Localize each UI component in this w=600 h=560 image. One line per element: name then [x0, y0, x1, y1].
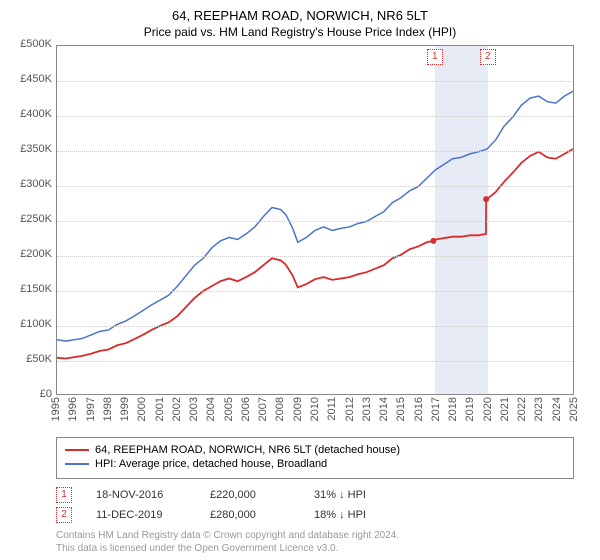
footnote-line: Contains HM Land Registry data © Crown c…: [56, 529, 588, 542]
grid-line: [57, 221, 573, 222]
y-axis-label: £450K: [12, 73, 52, 85]
series-property: [57, 149, 573, 358]
grid-line: [57, 361, 573, 362]
sale-date: 18-NOV-2016: [96, 489, 186, 501]
x-axis-label: 2011: [326, 397, 338, 421]
grid-line: [57, 116, 573, 117]
grid-line: [57, 326, 573, 327]
x-axis-label: 2024: [551, 397, 563, 421]
series-hpi: [57, 91, 573, 341]
grid-line: [57, 81, 573, 82]
sale-delta: 31% ↓ HPI: [314, 489, 394, 501]
x-axis-label: 2016: [413, 397, 425, 421]
chart-marker-point: [483, 196, 489, 202]
y-axis-label: £400K: [12, 108, 52, 120]
x-axis-label: 2017: [430, 397, 442, 421]
sale-row: 1 18-NOV-2016 £220,000 31% ↓ HPI: [56, 487, 588, 503]
x-axis-label: 2020: [482, 397, 494, 421]
y-axis-label: £100K: [12, 318, 52, 330]
legend-swatch: [65, 449, 89, 451]
x-axis-label: 2003: [188, 397, 200, 421]
chart-area: 12 £0£50K£100K£150K£200K£250K£300K£350K£…: [12, 45, 588, 433]
x-axis-label: 1997: [85, 397, 97, 421]
x-axis-label: 2004: [205, 397, 217, 421]
grid-line: [57, 186, 573, 187]
sale-price: £280,000: [210, 509, 290, 521]
chart-marker-point: [430, 238, 436, 244]
y-axis-label: £350K: [12, 143, 52, 155]
y-axis-label: £250K: [12, 213, 52, 225]
x-axis-label: 1998: [102, 397, 114, 421]
x-axis-label: 2018: [447, 397, 459, 421]
x-axis-label: 2013: [361, 397, 373, 421]
footnote-line: This data is licensed under the Open Gov…: [56, 542, 588, 555]
y-axis-label: £500K: [12, 38, 52, 50]
grid-line: [57, 256, 573, 257]
sale-badge: 2: [56, 507, 72, 523]
grid-line: [57, 151, 573, 152]
x-axis-label: 2021: [499, 397, 511, 421]
x-axis-label: 2015: [395, 397, 407, 421]
chart-container: 64, REEPHAM ROAD, NORWICH, NR6 5LT Price…: [0, 0, 600, 560]
x-axis-label: 2001: [154, 397, 166, 421]
x-axis-label: 2023: [533, 397, 545, 421]
y-axis-label: £50K: [12, 353, 52, 365]
y-axis-label: £0: [12, 388, 52, 400]
x-axis-label: 2012: [344, 397, 356, 421]
y-axis-label: £150K: [12, 283, 52, 295]
sale-row: 2 11-DEC-2019 £280,000 18% ↓ HPI: [56, 507, 588, 523]
x-axis-label: 2008: [274, 397, 286, 421]
x-axis-label: 1999: [119, 397, 131, 421]
legend-row: HPI: Average price, detached house, Broa…: [65, 458, 565, 470]
y-axis-label: £300K: [12, 178, 52, 190]
x-axis-label: 2007: [257, 397, 269, 421]
x-axis-label: 1996: [67, 397, 79, 421]
chart-marker-badge: 1: [427, 49, 443, 65]
legend-label: 64, REEPHAM ROAD, NORWICH, NR6 5LT (deta…: [95, 444, 400, 456]
x-axis-label: 2000: [136, 397, 148, 421]
grid-line: [57, 291, 573, 292]
x-axis-label: 2014: [378, 397, 390, 421]
sale-date: 11-DEC-2019: [96, 509, 186, 521]
x-axis-label: 2022: [516, 397, 528, 421]
x-axis-label: 2019: [464, 397, 476, 421]
sale-delta: 18% ↓ HPI: [314, 509, 394, 521]
footnote: Contains HM Land Registry data © Crown c…: [56, 529, 588, 555]
legend-label: HPI: Average price, detached house, Broa…: [95, 458, 327, 470]
x-axis-label: 2025: [568, 397, 580, 421]
x-axis-label: 2002: [171, 397, 183, 421]
y-axis-label: £200K: [12, 248, 52, 260]
legend-row: 64, REEPHAM ROAD, NORWICH, NR6 5LT (deta…: [65, 444, 565, 456]
chart-subtitle: Price paid vs. HM Land Registry's House …: [12, 25, 588, 39]
legend-swatch: [65, 463, 89, 465]
chart-marker-badge: 2: [480, 49, 496, 65]
x-axis-label: 2006: [240, 397, 252, 421]
plot-region: 12: [56, 45, 574, 395]
sale-badge: 1: [56, 487, 72, 503]
chart-title: 64, REEPHAM ROAD, NORWICH, NR6 5LT: [12, 8, 588, 23]
sales-table: 1 18-NOV-2016 £220,000 31% ↓ HPI 2 11-DEC-201…: [56, 487, 588, 523]
x-axis-label: 2010: [309, 397, 321, 421]
legend-box: 64, REEPHAM ROAD, NORWICH, NR6 5LT (deta…: [56, 437, 574, 479]
sale-price: £220,000: [210, 489, 290, 501]
x-axis-label: 2005: [223, 397, 235, 421]
line-svg: [57, 46, 573, 394]
x-axis-label: 2009: [292, 397, 304, 421]
x-axis-label: 1995: [50, 397, 62, 421]
